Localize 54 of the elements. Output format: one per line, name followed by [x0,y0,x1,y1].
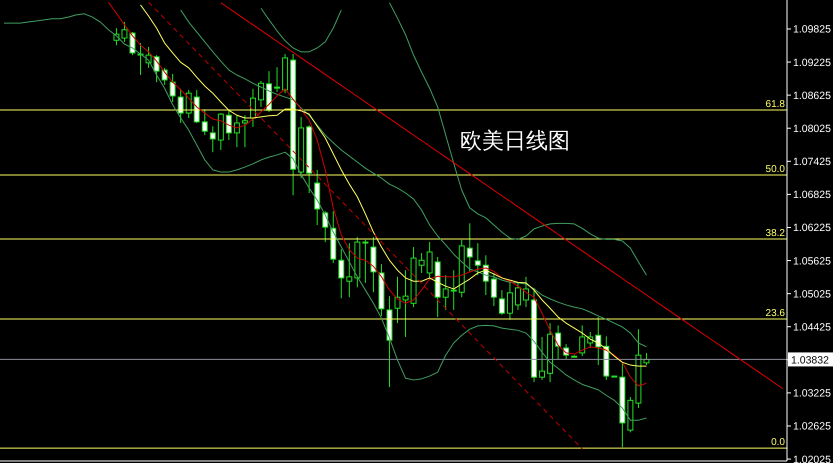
y-tick-label: 1.07425 [793,156,832,168]
y-tick-label: 1.09825 [793,24,832,36]
y-tick-label: 1.02625 [793,420,832,433]
y-tick-label: 1.02025 [793,454,832,463]
y-tick-label: 1.08025 [793,122,832,135]
y-tick-label: 1.09225 [793,56,832,69]
annotation: 50.0 [766,164,786,176]
line-series [220,2,784,390]
candlestick [402,270,409,338]
candlestick [555,324,562,360]
candlestick [539,336,546,380]
candlestick [418,252,425,274]
candlestick [258,80,264,108]
candlestick [514,282,521,310]
candlestick [579,324,586,357]
candlestick [121,22,128,42]
candlestick [210,126,216,153]
ref-line-label: 1.03832 [791,354,830,366]
text: 欧美日线图 [460,128,570,156]
candlestick [274,66,280,93]
y-tick-label: 1.04425 [793,321,832,334]
annotation: 23.6 [766,308,786,320]
y-tick-label: 1.05625 [793,255,832,268]
annotation: 0.0 [771,437,786,448]
candlestick [466,222,473,272]
candlestick [490,272,497,307]
candlestick [226,108,232,141]
candlestick [338,248,344,299]
candlestick [523,276,529,308]
candlestick [426,242,433,281]
line-series [4,13,647,421]
candlestick [498,290,505,316]
candlestick [202,108,208,136]
candlestick [162,67,168,86]
y-tick-label: 1.08625 [793,90,832,102]
y-tick-label: 1.06225 [793,222,832,234]
y-tick-label: 1.03225 [793,388,832,400]
annotation: 38.2 [766,228,786,239]
candlestick [346,242,352,298]
candlestick [186,89,192,119]
candlestick [242,114,248,148]
y-tick-label: 1.05025 [793,288,832,300]
candlestick [170,73,176,103]
candlestick [450,270,457,310]
y-tick-label: 1.06825 [793,189,832,202]
candlestick [362,239,368,284]
candlestick [442,274,449,310]
line-series [148,2,583,450]
candlestick [474,242,481,276]
candlestick [178,88,184,124]
candlestick [234,114,240,148]
candlestick [394,276,400,324]
candlestick [506,282,513,320]
annotation: 61.8 [766,98,786,110]
